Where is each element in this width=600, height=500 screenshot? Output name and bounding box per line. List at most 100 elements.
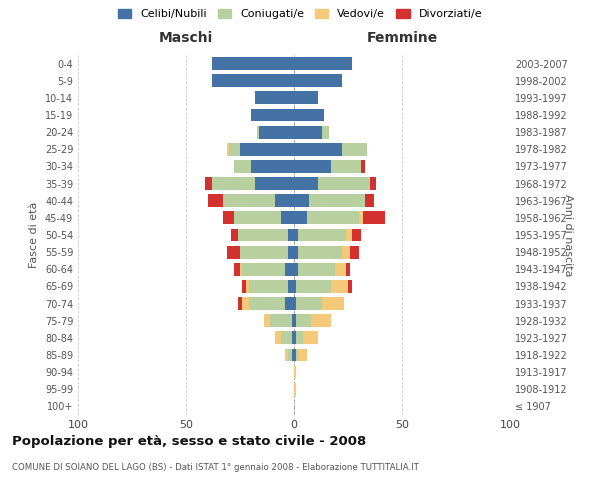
Bar <box>350 246 359 258</box>
Bar <box>242 297 248 310</box>
Bar <box>242 263 286 276</box>
Text: Maschi: Maschi <box>159 30 213 44</box>
Bar <box>287 228 294 241</box>
Bar <box>294 57 352 70</box>
Bar <box>240 246 287 258</box>
Bar <box>365 194 374 207</box>
Bar <box>294 314 296 327</box>
Bar <box>264 314 270 327</box>
Bar <box>294 177 318 190</box>
Bar <box>331 160 361 173</box>
Bar <box>296 348 298 362</box>
Bar <box>294 108 324 122</box>
Bar <box>287 246 294 258</box>
Bar <box>255 177 294 190</box>
Bar <box>227 246 240 258</box>
Bar <box>275 332 281 344</box>
Bar <box>294 212 307 224</box>
Bar <box>363 212 385 224</box>
Bar <box>322 297 344 310</box>
Bar <box>341 143 367 156</box>
Bar <box>359 212 363 224</box>
Bar <box>331 280 348 293</box>
Bar <box>296 332 302 344</box>
Bar <box>248 280 287 293</box>
Y-axis label: Anni di nascita: Anni di nascita <box>563 194 573 276</box>
Bar <box>292 314 294 327</box>
Bar <box>292 348 294 362</box>
Legend: Celibi/Nubili, Coniugati/e, Vedovi/e, Divorziati/e: Celibi/Nubili, Coniugati/e, Vedovi/e, Di… <box>115 6 485 22</box>
Bar <box>287 348 292 362</box>
Bar <box>346 228 352 241</box>
Bar <box>232 228 238 241</box>
Bar <box>242 280 247 293</box>
Bar <box>322 126 329 138</box>
Bar <box>208 194 223 207</box>
Bar <box>296 280 331 293</box>
Bar <box>298 246 341 258</box>
Text: Femmine: Femmine <box>367 30 437 44</box>
Bar <box>361 160 365 173</box>
Text: COMUNE DI SOIANO DEL LAGO (BS) - Dati ISTAT 1° gennaio 2008 - Elaborazione TUTTI: COMUNE DI SOIANO DEL LAGO (BS) - Dati IS… <box>12 462 419 471</box>
Bar <box>238 297 242 310</box>
Bar <box>294 366 296 378</box>
Bar <box>309 194 365 207</box>
Bar <box>270 314 292 327</box>
Y-axis label: Fasce di età: Fasce di età <box>29 202 39 268</box>
Bar <box>281 332 292 344</box>
Bar <box>298 263 335 276</box>
Bar <box>294 92 318 104</box>
Bar <box>294 74 341 87</box>
Bar <box>294 194 309 207</box>
Bar <box>294 143 341 156</box>
Bar <box>259 126 294 138</box>
Bar <box>341 246 350 258</box>
Bar <box>223 212 233 224</box>
Bar <box>348 280 352 293</box>
Bar <box>248 297 286 310</box>
Bar <box>294 228 298 241</box>
Bar <box>292 332 294 344</box>
Bar <box>223 194 275 207</box>
Bar <box>294 126 322 138</box>
Bar <box>281 212 294 224</box>
Bar <box>247 280 248 293</box>
Bar <box>311 314 331 327</box>
Text: Popolazione per età, sesso e stato civile - 2008: Popolazione per età, sesso e stato civil… <box>12 435 366 448</box>
Bar <box>294 280 296 293</box>
Bar <box>298 228 346 241</box>
Bar <box>335 263 346 276</box>
Bar <box>294 297 296 310</box>
Bar <box>294 263 298 276</box>
Bar <box>240 143 294 156</box>
Bar <box>212 57 294 70</box>
Bar <box>205 177 212 190</box>
Bar <box>294 348 296 362</box>
Bar <box>298 348 307 362</box>
Bar <box>294 246 298 258</box>
Bar <box>238 228 287 241</box>
Bar <box>294 160 331 173</box>
Bar <box>370 177 376 190</box>
Bar <box>251 108 294 122</box>
Bar <box>346 263 350 276</box>
Bar <box>212 74 294 87</box>
Bar <box>212 177 255 190</box>
Bar <box>240 263 242 276</box>
Bar <box>255 92 294 104</box>
Bar <box>318 177 370 190</box>
Bar <box>307 212 359 224</box>
Bar <box>286 348 287 362</box>
Bar <box>302 332 318 344</box>
Bar <box>287 280 294 293</box>
Bar <box>233 263 240 276</box>
Bar <box>286 297 294 310</box>
Bar <box>257 126 259 138</box>
Bar <box>294 332 296 344</box>
Bar <box>296 314 311 327</box>
Bar <box>233 160 251 173</box>
Bar <box>233 212 281 224</box>
Bar <box>251 160 294 173</box>
Bar <box>352 228 361 241</box>
Bar <box>275 194 294 207</box>
